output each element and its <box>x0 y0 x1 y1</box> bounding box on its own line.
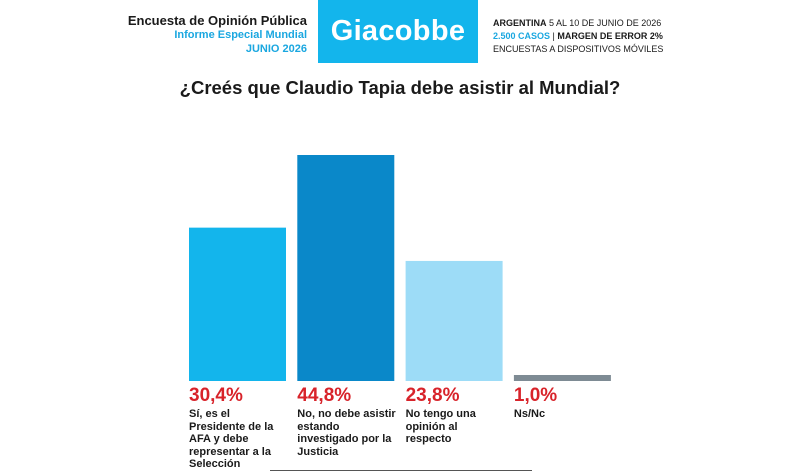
header-right: ARGENTINA 5 AL 10 DE JUNIO DE 2026 2.500… <box>493 17 663 56</box>
category-label: No tengo una opinión al respecto <box>405 408 476 445</box>
header-left: Encuesta de Opinión Pública Informe Espe… <box>100 14 307 56</box>
survey-title: Encuesta de Opinión Pública <box>127 13 307 28</box>
brand-logo: Giacobbe <box>318 0 478 63</box>
bar-label-1: 30,4% Sí, es el Presidente de la AFA y de… <box>189 385 289 471</box>
bar-label-2: 44,8% No, no debe asistir estando investi… <box>297 385 397 458</box>
method: ENCUESTAS A DISPOSITIVOS MÓVILES <box>493 44 664 54</box>
value-label: 23,8% <box>405 385 460 406</box>
bar-label-3: 23,8% No tengo una opinión al respecto <box>406 385 506 446</box>
separator: | <box>552 31 555 41</box>
category-label: Sí, es el Presidente de la AFA y debe re… <box>189 408 274 470</box>
bar-2 <box>297 155 395 381</box>
sample-line: 2.500 CASOS | MARGEN DE ERROR 2% <box>493 30 663 43</box>
bottom-rule <box>270 470 532 471</box>
bar-1 <box>189 227 286 381</box>
field-dates: 5 AL 10 DE JUNIO DE 2026 <box>549 18 662 28</box>
value-label: 1,0% <box>513 385 558 406</box>
bar-3 <box>405 260 503 381</box>
brand-name: Giacobbe <box>330 15 466 47</box>
country: ARGENTINA <box>493 18 547 28</box>
report-name: Informe Especial Mundial <box>174 29 307 41</box>
field-line: ARGENTINA 5 AL 10 DE JUNIO DE 2026 <box>493 17 663 30</box>
bar-label-4: 1,0% Ns/Nc <box>514 385 614 421</box>
category-label: No, no debe asistir estando investigado … <box>297 408 396 458</box>
report-date: JUNIO 2026 <box>245 43 307 55</box>
category-label: Ns/Nc <box>513 408 546 420</box>
value-label: 30,4% <box>189 385 243 406</box>
chart-title: ¿Creés que Claudio Tapia debe asistir al… <box>179 77 621 98</box>
value-label: 44,8% <box>297 385 352 406</box>
cases: 2.500 CASOS <box>493 31 551 41</box>
margin-of-error: MARGEN DE ERROR 2% <box>557 31 663 41</box>
bar-4 <box>513 375 611 381</box>
